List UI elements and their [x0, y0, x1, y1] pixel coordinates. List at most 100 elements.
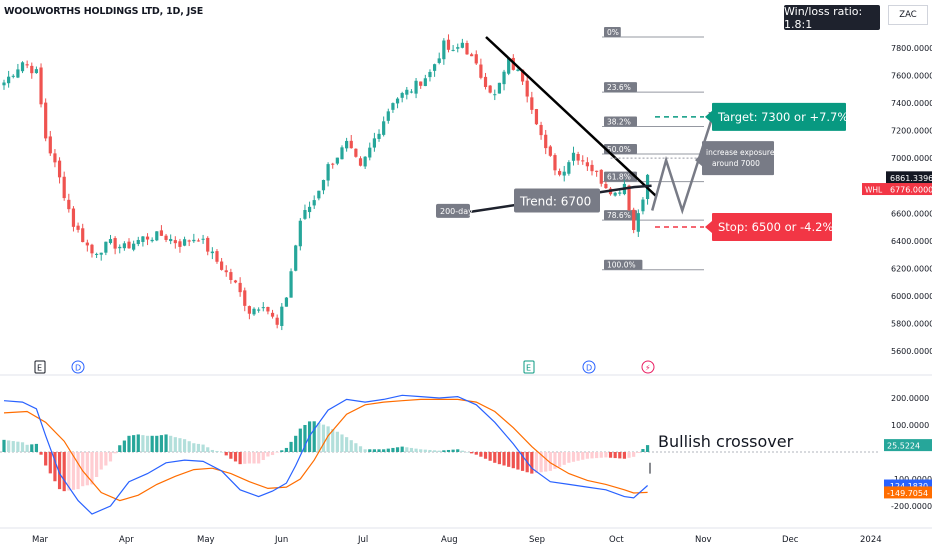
candle-body	[446, 39, 451, 50]
macd-hist-bar	[220, 452, 224, 453]
candle-body	[395, 98, 400, 104]
candle-body	[257, 309, 261, 311]
candle-body	[113, 238, 117, 249]
macd-hist-bar	[233, 452, 238, 462]
macd-hist-bar	[493, 452, 497, 463]
macd-hist-bar	[104, 452, 108, 466]
candle-body	[502, 71, 506, 85]
candle-body	[483, 76, 488, 88]
candle-body	[294, 245, 298, 271]
fib-label-bg	[604, 26, 621, 37]
macd-hist-bar	[224, 452, 228, 456]
candle-body	[391, 103, 395, 110]
time-tick-label: Aug	[441, 535, 458, 545]
price-tick-label: 7400.0000	[891, 99, 932, 108]
candle-body	[284, 297, 289, 307]
candle-body	[571, 152, 576, 161]
candle-body	[155, 231, 159, 241]
forecast-path	[650, 116, 714, 215]
candle-body	[613, 192, 617, 196]
macd-hist-bar	[247, 452, 251, 464]
candle-body	[423, 78, 427, 87]
candle-body	[25, 64, 29, 66]
candle-body	[206, 237, 210, 252]
candle-body	[71, 208, 76, 227]
price-tick-label: 5800.0000	[891, 319, 932, 328]
macd-hist-bar	[576, 452, 580, 461]
candle-body	[159, 230, 164, 236]
candle-body	[405, 89, 409, 95]
macd-hist-bar	[423, 449, 427, 452]
macd-hist-bar	[303, 425, 307, 452]
macd-hist-bar	[446, 449, 451, 452]
macd-hist-bar	[298, 428, 302, 452]
candle-body	[150, 239, 154, 242]
macd-hist-bar	[275, 452, 279, 453]
time-tick-label: Sep	[529, 535, 545, 545]
candle-body	[428, 71, 432, 78]
macd-hist-bar	[613, 452, 617, 459]
event-marker-box	[523, 360, 535, 374]
macd-hist-bar	[30, 444, 34, 452]
macd-hist-bar	[39, 452, 43, 455]
fib-label: 61.8%	[607, 173, 631, 182]
symbol-tag-bg	[862, 183, 886, 196]
candle-body	[280, 306, 284, 326]
trend-label: Trend: 6700	[519, 195, 591, 209]
candle-body	[604, 183, 608, 189]
macd-hist-bar	[150, 435, 154, 452]
currency-selector[interactable]: ZAC	[888, 5, 928, 25]
macd-hist-bar	[81, 452, 85, 487]
candle-body	[576, 153, 580, 161]
candle-body	[595, 170, 599, 172]
candle-body	[372, 138, 376, 148]
event-markers[interactable]: E D E D ⚡	[34, 360, 655, 374]
macd-hist-bar	[196, 443, 201, 452]
macd-hist-bar	[511, 452, 515, 469]
last-price-tag: 6861.3396	[890, 174, 932, 183]
macd-hist-bar	[349, 440, 353, 452]
candle-body	[30, 65, 34, 74]
macd-hist-bar	[507, 452, 511, 467]
candle-body	[215, 251, 219, 262]
candle-body	[270, 312, 275, 317]
candle-body	[525, 80, 529, 97]
macd-hist-bar	[11, 441, 15, 452]
candle-body	[470, 54, 474, 57]
event-marker-label: D	[586, 364, 592, 373]
candle-body	[104, 241, 108, 253]
macd-hist-bar	[553, 452, 557, 469]
macd-hist-bar	[270, 452, 275, 456]
macd-hist-bar	[206, 447, 210, 452]
candle-body	[132, 243, 136, 250]
macd-hist-bar	[192, 443, 196, 452]
macd-hist-bar	[210, 449, 214, 452]
candle-body	[479, 64, 483, 78]
candle-body	[497, 82, 502, 94]
macd-hist-bar	[321, 424, 326, 452]
macd-hist-bar	[294, 435, 298, 452]
time-tick-label: 2024	[860, 535, 882, 545]
macd-hist-bar	[539, 452, 543, 473]
macd-hist-bar	[470, 452, 474, 454]
macd-hist-bar	[599, 452, 603, 458]
fib-label: 38.2%	[607, 118, 631, 127]
candle-body	[326, 164, 330, 181]
macd-hist-bar	[345, 437, 349, 452]
price-tick-label: 7800.0000	[891, 44, 932, 53]
candle-body	[488, 85, 492, 93]
macd-hist-bar	[590, 452, 594, 459]
exposure-callout-line2: around 7000	[712, 159, 760, 168]
macd-hist-bar	[136, 434, 140, 452]
macd-hist-bar	[215, 450, 219, 452]
price-axis: 7800.0000 7600.0000 7400.0000 7200.0000 7000…	[862, 44, 932, 356]
time-tick-label: Nov	[695, 535, 712, 545]
annotations-layer: 200-day Trend: 6700 Target: 7300 or +7.7% S…	[436, 36, 848, 242]
candle-body	[11, 75, 15, 77]
candle-body	[145, 236, 150, 240]
candle-body	[627, 185, 631, 211]
macd-hist-bar	[363, 449, 367, 452]
candle-body	[16, 69, 20, 78]
macd-hist-bar	[391, 447, 395, 452]
